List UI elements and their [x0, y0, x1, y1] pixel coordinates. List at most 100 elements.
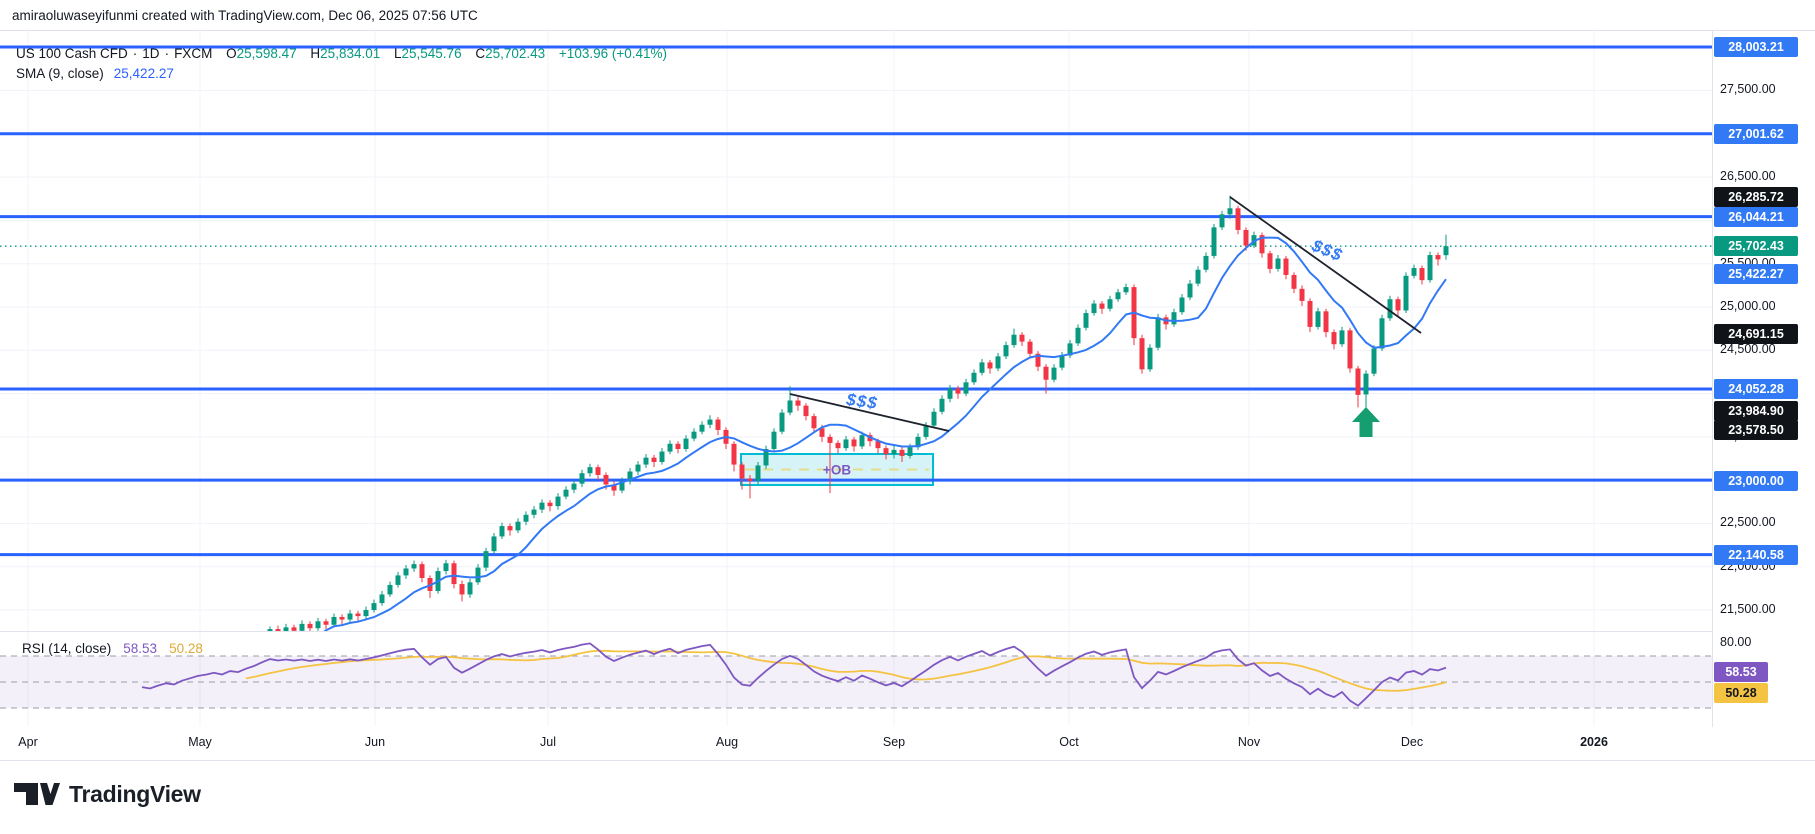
candle-body	[403, 568, 409, 576]
candle-body	[611, 484, 617, 491]
candle-body	[1091, 303, 1097, 314]
price-badge-blue: 24,052.28	[1714, 379, 1798, 399]
candle-body	[619, 481, 625, 491]
candle-body	[939, 398, 945, 412]
candle-body	[851, 439, 857, 447]
time-axis[interactable]: Apr May Jun Jul Aug Sep Oct Nov Dec 2026	[0, 727, 1815, 760]
candle-body	[1259, 235, 1265, 254]
order-block-label[interactable]: +OB	[822, 462, 852, 477]
candle-body	[1075, 327, 1081, 344]
candle-body	[1099, 303, 1105, 309]
rsi-label[interactable]: RSI (14, close)	[22, 641, 112, 656]
candle-body	[963, 382, 969, 394]
candle-body	[363, 610, 369, 617]
candle-body	[603, 474, 609, 485]
change-value: +103.96 (+0.41%)	[558, 46, 668, 61]
candle-body	[467, 582, 473, 595]
candle-body	[787, 400, 793, 413]
candle-body	[755, 465, 761, 482]
candle-body	[835, 442, 841, 449]
candle-body	[483, 551, 489, 568]
candle-body	[587, 467, 593, 474]
candle-body	[1227, 208, 1233, 215]
symbol-title[interactable]: US 100 Cash CFD	[16, 46, 128, 61]
close-key: C	[475, 46, 486, 61]
candle-body	[571, 483, 577, 490]
price-badge-black: 24,691.15	[1714, 324, 1798, 344]
attribution-text: amiraoluwaseyifunmi created with Trading…	[12, 8, 478, 23]
candle-body	[283, 627, 289, 631]
candle-body	[715, 419, 721, 430]
candle-body	[1083, 313, 1089, 328]
sma-line[interactable]	[94, 236, 1447, 834]
candle-body	[651, 457, 657, 462]
time-axis-label: Apr	[18, 735, 38, 749]
interval-label[interactable]: 1D	[142, 46, 160, 61]
candle-body	[411, 564, 417, 569]
candle-body	[875, 441, 881, 449]
candle-body	[891, 449, 897, 455]
candle-body	[156, 818, 161, 834]
candle-body	[1195, 269, 1201, 284]
candle-body	[747, 478, 753, 482]
candle-body	[531, 509, 537, 515]
candle-body	[555, 496, 561, 507]
price-tick-label: 22,500.00	[1720, 515, 1776, 529]
rsi-value: 58.53	[123, 641, 158, 656]
tradingview-logo[interactable]: TradingView	[14, 781, 201, 808]
candle-body	[995, 356, 1001, 369]
candle-body	[1243, 229, 1249, 246]
candle-body	[148, 826, 153, 834]
sma-label[interactable]: SMA (9, close)	[16, 66, 104, 81]
sma-value: 25,422.27	[113, 66, 174, 81]
candle-body	[1155, 317, 1161, 348]
rsi-legend: RSI (14, close) 58.53 50.28	[22, 641, 203, 656]
candle-body	[803, 405, 809, 417]
candle-body	[763, 448, 769, 466]
tradingview-logo-icon	[14, 783, 60, 805]
up-arrow-annotation[interactable]	[1352, 407, 1380, 437]
candle-body	[1235, 208, 1241, 230]
candle-body	[1051, 367, 1057, 380]
rsi-ma-value: 50.28	[169, 641, 203, 656]
candle-body	[779, 412, 785, 432]
dollar-annotation-1[interactable]: $$$	[845, 389, 879, 414]
pane-divider[interactable]	[0, 631, 1712, 632]
candle-body	[475, 567, 481, 583]
candle-body	[28, 766, 33, 782]
candle-body	[323, 621, 329, 625]
candle-body	[691, 431, 697, 439]
candle-body	[1115, 292, 1121, 300]
price-axis[interactable]: 27,500.00 26,500.00 25,500.00 25,000.00 24,5…	[1712, 31, 1815, 760]
candle-body	[1403, 275, 1409, 311]
time-axis-label: Aug	[715, 735, 739, 749]
candle-body	[979, 362, 985, 373]
high-value: 25,834.01	[320, 46, 381, 61]
candle-body	[1419, 268, 1425, 281]
candle-body	[1219, 214, 1225, 228]
trendline-1[interactable]	[789, 393, 950, 432]
candle-body	[1187, 283, 1193, 298]
price-badge-black: 23,578.50	[1714, 420, 1798, 440]
candle-body	[371, 603, 377, 611]
trendline-2[interactable]	[1229, 196, 1422, 334]
candle-body	[1179, 297, 1185, 313]
candle-body	[379, 594, 385, 604]
candle-body	[635, 464, 641, 472]
candle-body	[315, 621, 321, 629]
candle-body	[563, 489, 569, 497]
candle-body	[1387, 299, 1393, 319]
candle-body	[1291, 274, 1297, 289]
tradingview-logo-text: TradingView	[69, 781, 201, 807]
candle-body	[843, 439, 849, 449]
candle-body	[395, 575, 401, 585]
time-axis-label: Oct	[1059, 735, 1079, 749]
price-tick-label: 21,500.00	[1720, 602, 1776, 616]
open-key: O	[226, 46, 237, 61]
candle-body	[947, 388, 953, 399]
candle-body	[1307, 300, 1313, 327]
price-badge-blue: 28,003.21	[1714, 37, 1798, 57]
candle-body	[1203, 255, 1209, 270]
time-axis-label: Jun	[364, 735, 386, 749]
